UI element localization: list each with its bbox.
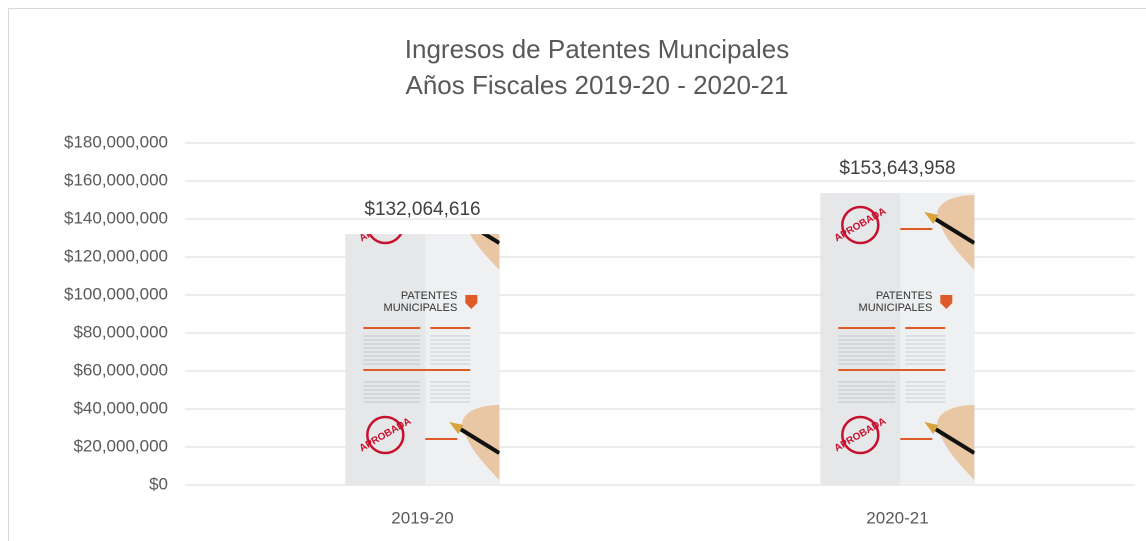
bar-image-heading: MUNICIPALES: [384, 302, 458, 314]
stamp-circle: [841, 415, 880, 455]
logo: [465, 295, 478, 309]
x-tick-label: 2020-21: [866, 508, 928, 527]
logo: [940, 295, 953, 309]
x-tick-label: 2019-20: [391, 508, 453, 527]
pen-nib: [449, 422, 464, 434]
y-tick-label: $140,000,000: [64, 208, 168, 227]
y-tick-label: $40,000,000: [73, 398, 168, 417]
chart-subtitle: Años Fiscales 2019-20 - 2020-21: [405, 70, 788, 100]
chart-title: Ingresos de Patentes Muncipales: [405, 34, 789, 64]
stamp-circle: [368, 234, 403, 245]
stamp-circle: [366, 415, 405, 455]
bar-image-heading: MUNICIPALES: [859, 302, 933, 314]
pen: [934, 427, 975, 455]
value-label: $153,643,958: [839, 158, 955, 179]
bar-image-heading: PATENTES: [876, 290, 932, 302]
y-tick-label: $0: [149, 474, 168, 493]
hand: [469, 234, 500, 270]
bar-image-heading: PATENTES: [401, 290, 457, 302]
stamp-circle: [841, 205, 880, 245]
y-tick-label: $180,000,000: [64, 132, 168, 151]
pen: [480, 234, 500, 245]
pen: [934, 217, 975, 245]
pen-nib: [924, 422, 939, 434]
pen: [459, 427, 500, 455]
y-tick-label: $20,000,000: [73, 436, 168, 455]
y-tick-label: $60,000,000: [73, 360, 168, 379]
pen-nib: [924, 212, 939, 224]
y-tick-label: $80,000,000: [73, 322, 168, 341]
y-tick-label: $160,000,000: [64, 170, 168, 189]
y-tick-label: $120,000,000: [64, 246, 168, 265]
y-tick-label: $100,000,000: [64, 284, 168, 303]
value-label: $132,064,616: [364, 199, 480, 220]
